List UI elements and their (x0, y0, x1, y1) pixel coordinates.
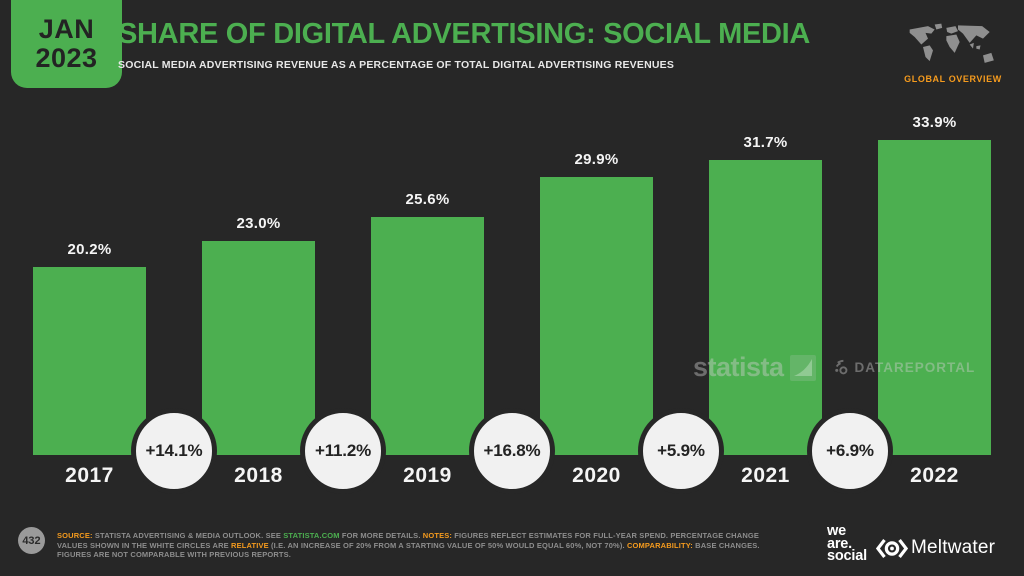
bar-2018 (202, 241, 315, 455)
bar-2022 (878, 140, 991, 455)
meltwater-logo: Meltwater (876, 537, 995, 559)
we-are-social-line: we (827, 523, 846, 539)
footer-note-segment: STATISTA ADVERTISING & MEDIA OUTLOOK. SE… (94, 531, 284, 540)
footer-note-segment: RELATIVE (231, 540, 269, 550)
statista-com-link[interactable]: STATISTA.COM (283, 531, 340, 540)
meltwater-logo-text: Meltwater (911, 537, 996, 558)
region-label: GLOBAL OVERVIEW (904, 74, 1002, 84)
footer-note-segment: BASE CHANGES. FIGURES ARE NOT COMPARABLE… (57, 540, 760, 560)
we-are-social-line: are. (827, 535, 852, 552)
footer-note-segment: (I.E. AN INCREASE OF 20% FROM A STARTING… (268, 540, 627, 550)
footer-note-segment: SOURCE: (57, 531, 95, 540)
global-overview-badge: GLOBAL OVERVIEW (903, 22, 1003, 84)
bar-value-label: 31.7% (743, 134, 788, 151)
footer-note-segment: COMPARABILITY: (626, 540, 696, 550)
x-axis-label: 2018 (234, 464, 283, 487)
bar-value-label: 20.2% (67, 241, 112, 258)
bar-value-label: 25.6% (405, 191, 450, 208)
footer-note-segment: FOR MORE DETAILS. (339, 531, 423, 540)
page-title: SHARE OF DIGITAL ADVERTISING: SOCIAL MED… (118, 18, 811, 50)
x-axis-label: 2017 (65, 464, 114, 487)
date-badge-year: 2023 (35, 43, 98, 73)
page-subtitle: SOCIAL MEDIA ADVERTISING REVENUE AS A PE… (118, 59, 675, 71)
bar-2017 (33, 267, 146, 455)
bar-2021 (709, 160, 822, 455)
page-number-badge: 432 (18, 527, 45, 554)
change-circle: +16.8% (469, 408, 555, 494)
footer-note-segment: NOTES: (422, 531, 455, 540)
x-axis-label: 2019 (403, 464, 452, 487)
date-badge-month: JAN (38, 14, 95, 44)
change-circle: +11.2% (300, 408, 386, 494)
change-circle: +14.1% (131, 408, 217, 494)
we-are-social-logo: we are. social (827, 523, 867, 564)
bar-value-label: 23.0% (236, 215, 281, 232)
date-badge: JAN 2023 (11, 0, 122, 88)
bar-value-label: 33.9% (912, 114, 957, 131)
change-circle: +5.9% (638, 408, 724, 494)
x-axis-label: 2021 (741, 464, 790, 487)
world-map-icon (909, 23, 994, 63)
footer-note: SOURCE: STATISTA ADVERTISING & MEDIA OUT… (57, 531, 769, 560)
bar-value-label: 29.9% (574, 151, 619, 168)
meltwater-icon (876, 538, 908, 558)
x-axis-label: 2020 (572, 464, 621, 487)
x-axis-label: 2022 (910, 464, 959, 487)
bar-2020 (540, 177, 653, 455)
change-circle: +6.9% (807, 408, 893, 494)
we-are-social-line: social (827, 548, 867, 564)
footer-note-segment: FIGURES REFLECT ESTIMATES FOR FULL-YEAR … (57, 531, 760, 550)
bar-2019 (371, 217, 484, 455)
